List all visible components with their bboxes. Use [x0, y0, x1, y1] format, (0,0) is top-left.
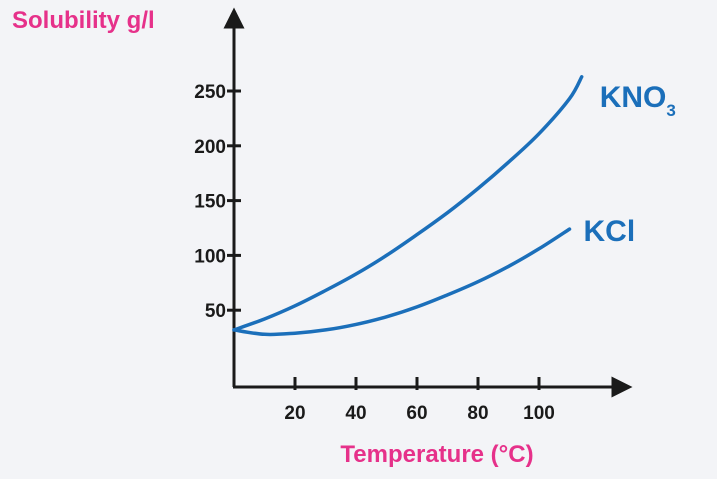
x-tick-label: 100: [523, 403, 555, 424]
y-tick-label: 250: [194, 82, 226, 103]
x-tick-label: 20: [284, 403, 305, 424]
y-tick-label: 150: [194, 192, 226, 213]
series-line-kcl: [232, 227, 572, 337]
series-label-kcl: KCl: [584, 215, 636, 248]
y-tick-label: 100: [194, 246, 226, 267]
series-label-kno: KNO3: [600, 81, 676, 120]
x-tick-label: 60: [406, 403, 427, 424]
y-tick-label: 50: [205, 301, 226, 322]
series-line-kno: [232, 75, 584, 332]
x-axis-title: Temperature (°C): [340, 441, 533, 468]
x-tick-label: 40: [345, 403, 366, 424]
series-labels: KNO3 KCl: [584, 81, 676, 248]
x-tick-label: 80: [467, 403, 488, 424]
ticks: 50 100 150 200 250 20 40 60 80 100: [194, 82, 555, 424]
axes: [223, 7, 633, 398]
series-lines: [232, 75, 584, 337]
y-axis-title: Solubility g/l: [12, 7, 155, 34]
y-tick-label: 200: [194, 137, 226, 158]
